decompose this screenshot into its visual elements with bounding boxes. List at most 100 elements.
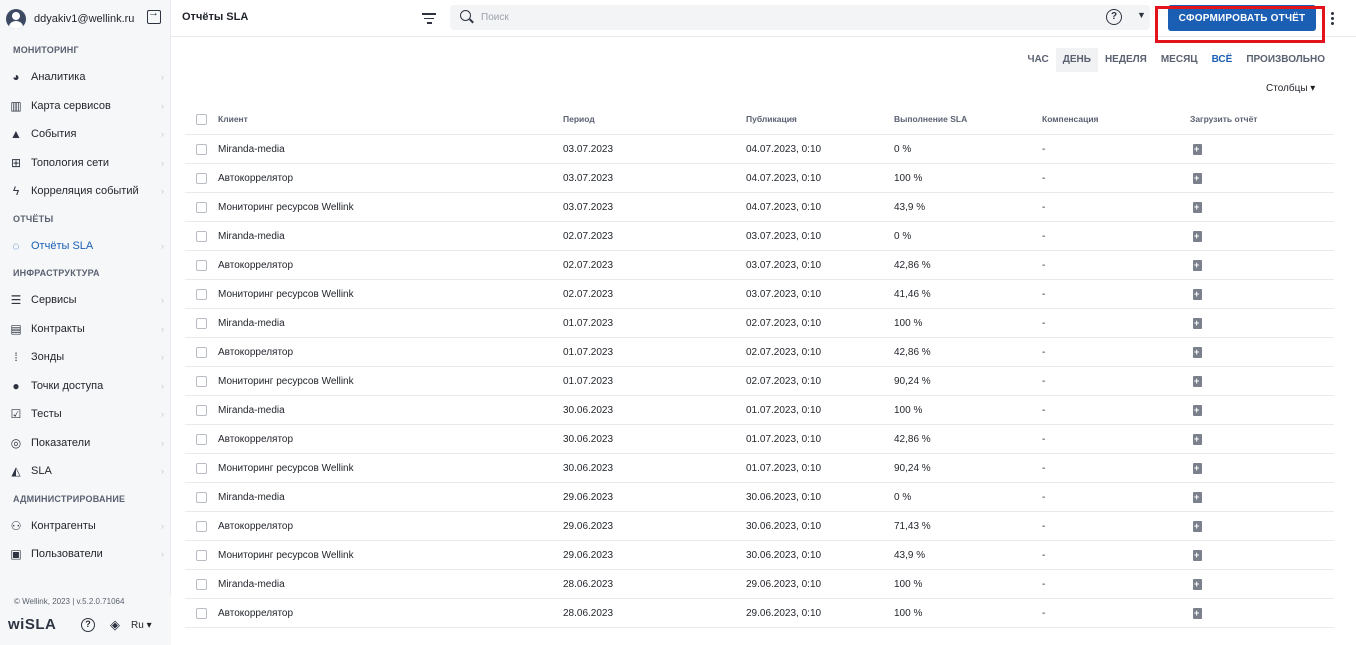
sidebar-item[interactable]: ⚇ Контрагенты › bbox=[0, 512, 170, 541]
table-cell: Мониторинг ресурсов Wellink bbox=[218, 288, 354, 300]
row-checkbox[interactable] bbox=[196, 462, 207, 474]
table-row[interactable]: Мониторинг ресурсов Wellink 02.07.2023 03.… bbox=[185, 280, 1334, 309]
table-cell: - bbox=[1042, 288, 1046, 300]
period-tab[interactable]: ДЕНЬ bbox=[1055, 48, 1098, 72]
table-row[interactable]: Мониторинг ресурсов Wellink 29.06.2023 30.… bbox=[185, 541, 1334, 570]
column-header[interactable]: Публикация bbox=[746, 114, 797, 124]
period-tab[interactable]: НЕДЕЛЯ bbox=[1104, 54, 1147, 65]
columns-button[interactable]: Столбцы ▾ bbox=[1266, 83, 1316, 94]
sidebar-item[interactable]: ◌ Отчёты SLA › bbox=[0, 232, 170, 261]
filter-icon[interactable] bbox=[422, 13, 436, 27]
table-row[interactable]: Мониторинг ресурсов Wellink 03.07.2023 04.… bbox=[185, 193, 1334, 222]
table-row[interactable]: Автокоррелятор 02.07.2023 03.07.2023, 0:10… bbox=[185, 251, 1334, 280]
table-row[interactable]: Miranda-media 28.06.2023 29.06.2023, 0:10 1… bbox=[185, 570, 1334, 599]
table-cell: Автокоррелятор bbox=[218, 259, 294, 271]
table-cell: - bbox=[1042, 404, 1046, 416]
table-row[interactable]: Автокоррелятор 30.06.2023 01.07.2023, 0:10… bbox=[185, 425, 1334, 454]
table-row[interactable]: Автокоррелятор 28.06.2023 29.06.2023, 0:10… bbox=[185, 599, 1334, 628]
row-checkbox[interactable] bbox=[196, 143, 207, 155]
download-report-icon[interactable] bbox=[1193, 404, 1202, 416]
row-checkbox[interactable] bbox=[196, 549, 207, 561]
row-checkbox[interactable] bbox=[196, 259, 207, 271]
table-cell: 01.07.2023 bbox=[563, 317, 614, 329]
sidebar-item[interactable]: ϟ Корреляция событий › bbox=[0, 177, 170, 206]
search-input[interactable] bbox=[481, 9, 1121, 26]
row-checkbox[interactable] bbox=[196, 201, 207, 213]
logout-icon[interactable] bbox=[147, 7, 161, 24]
row-checkbox[interactable] bbox=[196, 346, 207, 358]
download-report-icon[interactable] bbox=[1193, 288, 1202, 300]
sidebar-item[interactable]: ☰ Сервисы › bbox=[0, 286, 170, 315]
language-select[interactable]: Ru ▾ bbox=[131, 620, 152, 631]
table-row[interactable]: Miranda-media 02.07.2023 03.07.2023, 0:10 0… bbox=[185, 222, 1334, 251]
sidebar-item[interactable]: ◕ Аналитика › bbox=[0, 63, 170, 92]
download-report-icon[interactable] bbox=[1193, 259, 1202, 271]
row-checkbox[interactable] bbox=[196, 404, 207, 416]
download-report-icon[interactable] bbox=[1193, 143, 1202, 155]
table-row[interactable]: Miranda-media 29.06.2023 30.06.2023, 0:10 0… bbox=[185, 483, 1334, 512]
row-checkbox[interactable] bbox=[196, 491, 207, 503]
download-report-icon[interactable] bbox=[1193, 230, 1202, 242]
download-report-icon[interactable] bbox=[1193, 375, 1202, 387]
download-report-icon[interactable] bbox=[1193, 433, 1202, 445]
user-row[interactable]: ddyakiv1@wellink.ru bbox=[0, 0, 170, 37]
download-report-icon[interactable] bbox=[1193, 317, 1202, 329]
row-checkbox[interactable] bbox=[196, 288, 207, 300]
sidebar-item[interactable]: ▣ Пользователи › bbox=[0, 540, 170, 569]
sidebar-item[interactable]: ◭ SLA › bbox=[0, 457, 170, 486]
select-all-checkbox[interactable] bbox=[196, 113, 207, 125]
sidebar-item[interactable]: ⁞ Зонды › bbox=[0, 343, 170, 372]
table-row[interactable]: Мониторинг ресурсов Wellink 30.06.2023 01.… bbox=[185, 454, 1334, 483]
sidebar-item[interactable]: ● Точки доступа › bbox=[0, 372, 170, 401]
download-report-icon[interactable] bbox=[1193, 491, 1202, 503]
generate-report-button[interactable]: СФОРМИРОВАТЬ ОТЧЁТ bbox=[1168, 5, 1316, 31]
download-report-icon[interactable] bbox=[1193, 201, 1202, 213]
column-header[interactable]: Клиент bbox=[218, 114, 248, 124]
sidebar-item[interactable]: ☑ Тесты › bbox=[0, 400, 170, 429]
period-tab[interactable]: ПРОИЗВОЛЬНО bbox=[1246, 54, 1325, 65]
row-checkbox[interactable] bbox=[196, 607, 207, 619]
download-report-icon[interactable] bbox=[1193, 578, 1202, 590]
column-header[interactable]: Период bbox=[563, 114, 595, 124]
row-checkbox[interactable] bbox=[196, 375, 207, 387]
sidebar-item[interactable]: ▥ Карта сервисов › bbox=[0, 92, 170, 121]
table-row[interactable]: Автокоррелятор 29.06.2023 30.06.2023, 0:10… bbox=[185, 512, 1334, 541]
table-row[interactable]: Мониторинг ресурсов Wellink 01.07.2023 02.… bbox=[185, 367, 1334, 396]
sidebar-item[interactable]: ⊞ Топология сети › bbox=[0, 149, 170, 178]
download-report-icon[interactable] bbox=[1193, 549, 1202, 561]
row-checkbox[interactable] bbox=[196, 317, 207, 329]
chevron-down-icon[interactable]: ▼ bbox=[1137, 10, 1146, 20]
period-tab[interactable]: ЧАС bbox=[1027, 54, 1049, 65]
period-tab[interactable]: ВСЁ bbox=[1211, 54, 1233, 65]
column-header[interactable]: Компенсация bbox=[1042, 114, 1099, 124]
row-checkbox[interactable] bbox=[196, 172, 207, 184]
table-row[interactable]: Miranda-media 30.06.2023 01.07.2023, 0:10 1… bbox=[185, 396, 1334, 425]
sidebar-item[interactable]: ◎ Показатели › bbox=[0, 429, 170, 458]
more-menu-icon[interactable] bbox=[1331, 12, 1335, 27]
row-checkbox[interactable] bbox=[196, 433, 207, 445]
table-cell: Miranda-media bbox=[218, 578, 285, 590]
download-report-icon[interactable] bbox=[1193, 520, 1202, 532]
table-row[interactable]: Автокоррелятор 01.07.2023 02.07.2023, 0:10… bbox=[185, 338, 1334, 367]
row-checkbox[interactable] bbox=[196, 230, 207, 242]
table-row[interactable]: Автокоррелятор 03.07.2023 04.07.2023, 0:10… bbox=[185, 164, 1334, 193]
table-cell: 01.07.2023, 0:10 bbox=[746, 462, 822, 474]
column-header[interactable]: Загрузить отчёт bbox=[1190, 114, 1258, 124]
download-report-icon[interactable] bbox=[1193, 346, 1202, 358]
table-row[interactable]: Miranda-media 01.07.2023 02.07.2023, 0:10 1… bbox=[185, 309, 1334, 338]
sidebar-item[interactable]: ▤ Контракты › bbox=[0, 315, 170, 344]
download-report-icon[interactable] bbox=[1193, 172, 1202, 184]
theme-paint-icon[interactable]: ◈ bbox=[110, 617, 120, 632]
period-tab[interactable]: МЕСЯЦ bbox=[1160, 54, 1198, 65]
help-circle-icon[interactable]: ? bbox=[1106, 9, 1122, 25]
download-report-icon[interactable] bbox=[1193, 607, 1202, 619]
sidebar-item[interactable]: ▲ События › bbox=[0, 120, 170, 149]
download-report-icon[interactable] bbox=[1193, 462, 1202, 474]
help-icon[interactable]: ? bbox=[81, 618, 95, 632]
column-header[interactable]: Выполнение SLA bbox=[894, 114, 968, 124]
row-checkbox[interactable] bbox=[196, 520, 207, 532]
table-row[interactable]: Miranda-media 03.07.2023 04.07.2023, 0:10 0… bbox=[185, 135, 1334, 164]
row-checkbox[interactable] bbox=[196, 578, 207, 590]
chevron-right-icon: › bbox=[161, 437, 164, 448]
table-cell: - bbox=[1042, 317, 1046, 329]
